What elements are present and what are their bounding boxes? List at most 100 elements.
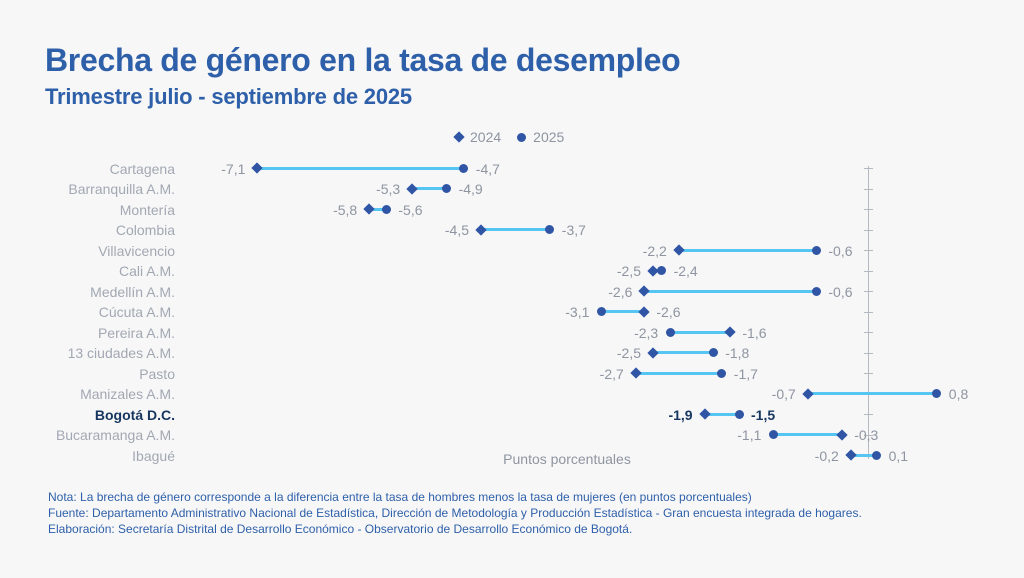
marker-2024-diamond [724,326,737,338]
marker-2024-diamond [802,387,814,400]
marker-2025-circle [381,204,391,214]
category-label: Cúcuta A.M. [98,304,175,320]
value-label-2024: -1,9 [668,406,693,423]
value-label-2024: -4,5 [444,222,469,238]
dumbbell-row: Villavicencio -2,2 -0,6 [0,240,1024,261]
dumbbell-row: Pasto -2,7 -1,7 [0,363,1024,384]
marker-2025-circle [459,163,469,173]
marker-2025-circle [665,327,675,337]
axis-tick [864,270,873,272]
marker-2024-diamond [673,244,685,256]
axis-tick [864,414,873,415]
value-label-2024: -2,2 [642,242,667,259]
dumbbell-row: Pereira A.M. -1,6 -2,3 [0,322,1024,343]
value-label-2025: -1,8 [725,345,750,361]
value-label-2024: -0,7 [771,386,796,402]
chart-legend: 2024 2025 [453,129,565,145]
category-label: Pasto [139,365,175,382]
marker-2025-circle [811,245,821,255]
value-label-2025: 0,8 [948,386,969,402]
value-label-2025: -2,3 [634,324,659,341]
chart-subtitle: Trimestre julio - septiembre de 2025 [45,84,412,109]
value-label-2025: -1,7 [733,365,758,382]
value-label-2025: -3,1 [565,304,590,320]
connector-line [807,392,937,395]
connector-line [601,310,645,313]
category-label: Montería [119,201,175,218]
connector-line [481,228,550,231]
value-label-2025: -1,5 [751,406,776,423]
value-label-2024: -5,8 [333,201,358,218]
marker-2024-diamond [363,203,375,215]
value-label-2025: -2,4 [673,263,698,279]
axis-tick [864,332,873,333]
dumbbell-row: Manizales A.M. -0,7 0,8 [0,383,1024,404]
marker-2024-diamond [638,305,651,318]
value-label-2025: -3,7 [561,222,586,238]
marker-2025-circle [811,286,821,296]
note-line: Nota: La brecha de género corresponde a … [48,490,752,504]
axis-tick [864,311,873,313]
value-label-2025: -1,1 [737,427,762,443]
connector-line [635,371,722,375]
connector-line [704,412,739,416]
category-label: Villavicencio [98,242,175,259]
connector-line [850,453,877,457]
connector-line [670,330,731,334]
marker-2024-diamond [698,408,711,420]
elaboration-line: Elaboración: Secretaría Distrital de Des… [48,522,633,536]
footnotes: Nota: La brecha de género corresponde a … [48,489,988,537]
source-line: Fuente: Departamento Administrativo Naci… [48,506,862,520]
marker-2024-diamond [251,162,264,174]
axis-tick [864,188,873,190]
marker-2025-circle [657,266,667,275]
marker-2025-circle [734,409,744,419]
dumbbell-row: Cartagena -7,1 -4,7 [0,158,1024,179]
value-label-2024: -2,7 [599,365,624,382]
dumbbell-row: Montería -5,8 -5,6 [0,199,1024,220]
value-label-2024: -2,5 [616,263,641,279]
value-label-2024: -0,2 [814,447,839,464]
dumbbell-row: Medellín A.M. -2,6 -0,6 [0,281,1024,302]
dumbbell-row: Barranquilla A.M. -5,3 -4,9 [0,178,1024,199]
axis-tick [864,352,873,354]
axis-tick [864,209,873,210]
dumbbell-row: Cúcuta A.M. -2,6 -3,1 [0,301,1024,322]
dumbbell-row: Bucaramanga A.M. -0,3 -1,1 [0,424,1024,445]
value-label-2025: -0,6 [828,283,853,300]
connector-line [412,187,447,190]
chart-title: Brecha de género en la tasa de desempleo [45,42,681,78]
value-label-2024: -2,6 [608,283,633,300]
marker-2025-circle [708,348,718,357]
value-label-2025: 0,1 [888,447,909,464]
zero-axis-line [868,166,869,459]
marker-2024-diamond [475,223,487,236]
connector-line [773,433,843,436]
marker-2025-circle [872,450,882,460]
category-label: Colombia [115,222,175,238]
legend-label-2025: 2025 [533,129,565,145]
marker-2024-diamond [647,346,659,359]
category-label: Cartagena [109,160,175,177]
value-label-2025: -5,6 [398,201,423,218]
marker-2025-circle [545,225,555,234]
legend-item-2024: 2024 [453,129,501,145]
dumbbell-row: Ibagué -0,2 0,1 [0,445,1024,466]
category-label: Manizales A.M. [80,386,175,402]
value-label-2025: -4,9 [458,181,483,197]
marker-2024-diamond [630,367,642,379]
marker-2024-diamond [638,285,651,297]
connector-line [257,166,464,170]
dumbbell-row: Cali A.M. -2,5 -2,4 [0,260,1024,281]
axis-tick [864,168,873,169]
connector-line [678,248,817,252]
marker-2024-diamond [836,428,848,441]
marker-2025-circle [596,307,606,316]
circle-marker-icon [517,132,527,142]
value-label-2024: -0,3 [854,427,879,443]
dumbbell-row: 13 ciudades A.M. -2,5 -1,8 [0,342,1024,363]
connector-line [369,207,387,211]
axis-tick [864,250,873,251]
dumbbell-row: Colombia -4,5 -3,7 [0,219,1024,240]
